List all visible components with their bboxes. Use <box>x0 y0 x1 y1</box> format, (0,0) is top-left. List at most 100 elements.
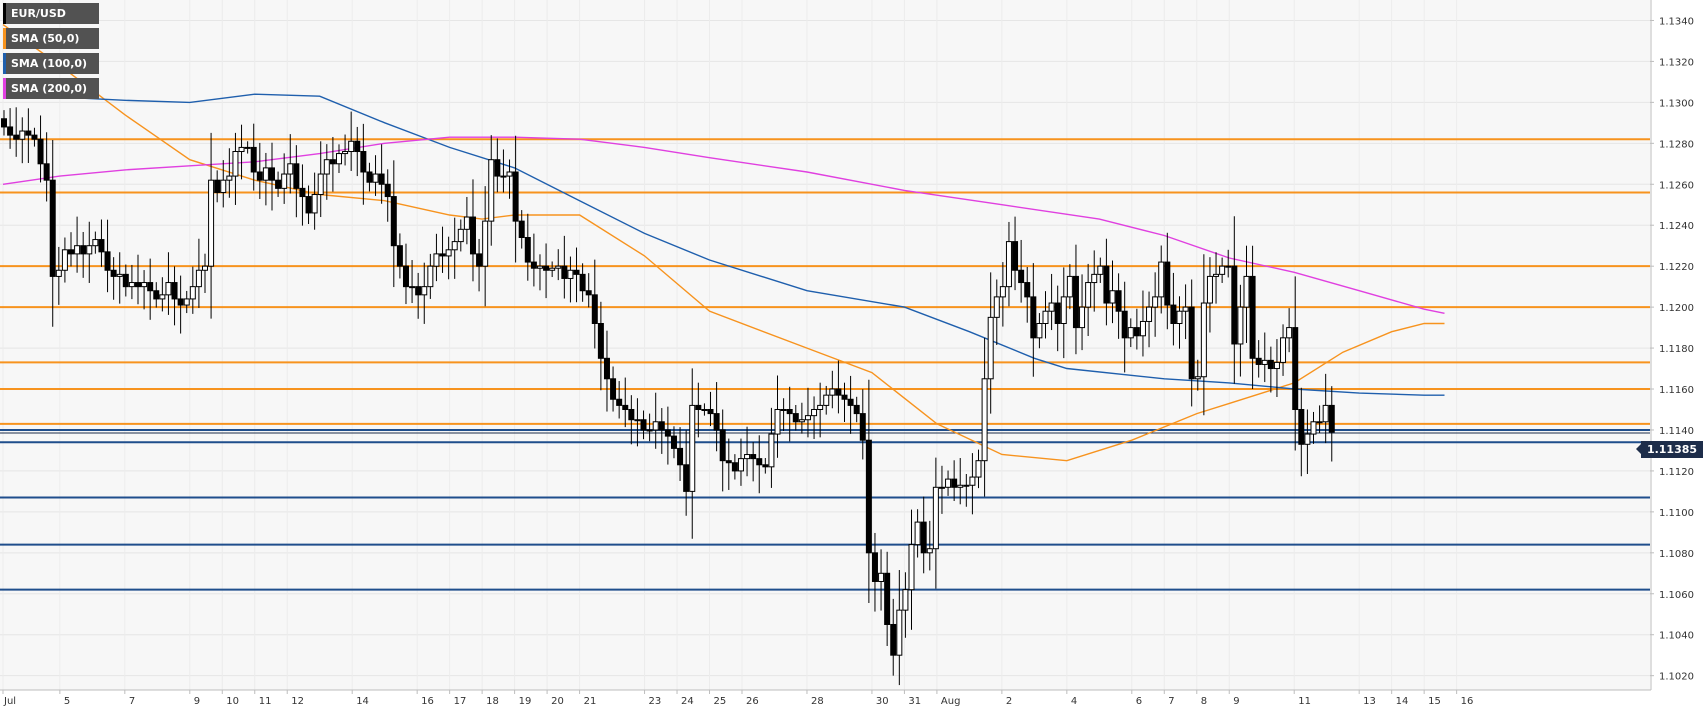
candle-body <box>208 179 215 267</box>
x-tick-label: 9 <box>1233 696 1239 707</box>
candle-body <box>1066 275 1073 298</box>
candle-body <box>938 486 945 489</box>
x-tick-label: 17 <box>454 696 467 707</box>
candle-body <box>658 421 665 431</box>
candle-body <box>116 273 123 277</box>
legend: EUR/USD SMA (50,0) SMA (100,0) SMA (200,… <box>3 3 100 103</box>
candle-body <box>1121 310 1128 339</box>
candle-body <box>256 171 263 181</box>
candle-body <box>244 146 251 149</box>
y-tick-label: 1.1040 <box>1659 631 1694 642</box>
candle-body <box>610 378 617 400</box>
legend-item-eurusd[interactable]: EUR/USD <box>3 3 100 24</box>
candle-body <box>366 171 373 183</box>
candle-body <box>1267 359 1274 370</box>
candle-body <box>908 544 915 591</box>
legend-item-sma-100[interactable]: SMA (100,0) <box>3 53 100 74</box>
x-tick-label: 16 <box>421 696 434 707</box>
y-tick-label: 1.1240 <box>1659 221 1694 232</box>
candle-body <box>110 269 117 277</box>
candle-body <box>896 609 903 656</box>
candle-body <box>1316 421 1323 424</box>
candle-body <box>652 421 659 431</box>
candle-body <box>19 130 26 140</box>
candle-body <box>147 282 154 292</box>
legend-item-sma-200[interactable]: SMA (200,0) <box>3 78 100 99</box>
legend-item-sma-50[interactable]: SMA (50,0) <box>3 28 100 49</box>
candle-body <box>92 239 99 247</box>
candle-body <box>634 419 641 422</box>
candle-body <box>646 429 653 432</box>
legend-label: SMA (100,0) <box>11 57 88 70</box>
y-tick-label: 1.1200 <box>1659 303 1694 314</box>
candle-body <box>31 134 38 140</box>
candle-body <box>524 237 531 263</box>
candle-body <box>847 398 854 406</box>
candle-body <box>159 294 166 300</box>
candle-body <box>926 548 933 554</box>
candle-body <box>439 253 446 257</box>
candle-body <box>841 394 848 400</box>
candle-body <box>701 408 708 411</box>
candle-body <box>354 140 361 153</box>
candle-body <box>1255 357 1262 365</box>
candle-body <box>1127 327 1134 339</box>
candle-body <box>390 196 397 247</box>
candle-body <box>567 269 574 279</box>
candle-body <box>1091 273 1098 284</box>
x-tick-label: 31 <box>908 696 921 707</box>
candle-body <box>402 265 409 288</box>
y-tick-label: 1.1020 <box>1659 672 1694 683</box>
x-tick-label: 19 <box>519 696 532 707</box>
candle-body <box>750 454 757 460</box>
candle-body <box>463 216 470 230</box>
candle-body <box>342 151 349 155</box>
candle-body <box>1158 261 1165 298</box>
candle-body <box>859 413 866 441</box>
candle-body <box>1152 296 1159 308</box>
candle-body <box>384 183 391 198</box>
candle-body <box>920 521 927 554</box>
candle-body <box>1328 404 1335 433</box>
x-tick-label: Jul <box>3 696 16 707</box>
candle-body <box>1024 282 1031 298</box>
candle-body <box>890 623 897 656</box>
candle-body <box>250 146 257 173</box>
legend-label: EUR/USD <box>11 7 66 20</box>
candle-body <box>494 159 501 177</box>
candle-body <box>603 357 610 380</box>
candle-body <box>695 404 702 410</box>
x-tick-label: 15 <box>1428 696 1441 707</box>
candle-body <box>311 194 318 214</box>
candle-body <box>1322 404 1329 423</box>
candle-body <box>299 187 306 198</box>
candle-body <box>1304 433 1311 445</box>
candle-body <box>804 415 811 421</box>
candle-body <box>415 286 422 296</box>
candle-body <box>1219 265 1226 275</box>
candle-body <box>451 241 458 251</box>
x-tick-label: 25 <box>714 696 727 707</box>
x-tick-label: 24 <box>681 696 694 707</box>
candle-body <box>756 458 763 466</box>
candle-body <box>427 265 434 288</box>
candle-body <box>993 296 1000 318</box>
candle-body <box>536 265 543 269</box>
candle-body <box>1072 275 1079 329</box>
x-tick-label: 13 <box>1363 696 1376 707</box>
y-tick-label: 1.1120 <box>1659 467 1694 478</box>
candle-body <box>396 245 403 267</box>
candle-body <box>488 159 495 222</box>
x-tick-label: 7 <box>1168 696 1174 707</box>
candle-body <box>792 413 799 423</box>
candle-body <box>37 138 44 165</box>
candle-body <box>293 163 300 189</box>
candle-body <box>183 298 190 306</box>
candle-body <box>305 196 312 214</box>
candle-body <box>372 173 379 183</box>
candle-body <box>122 273 129 288</box>
candle-body <box>628 408 635 421</box>
x-tick-label: 8 <box>1201 696 1207 707</box>
candle-body <box>817 404 824 410</box>
